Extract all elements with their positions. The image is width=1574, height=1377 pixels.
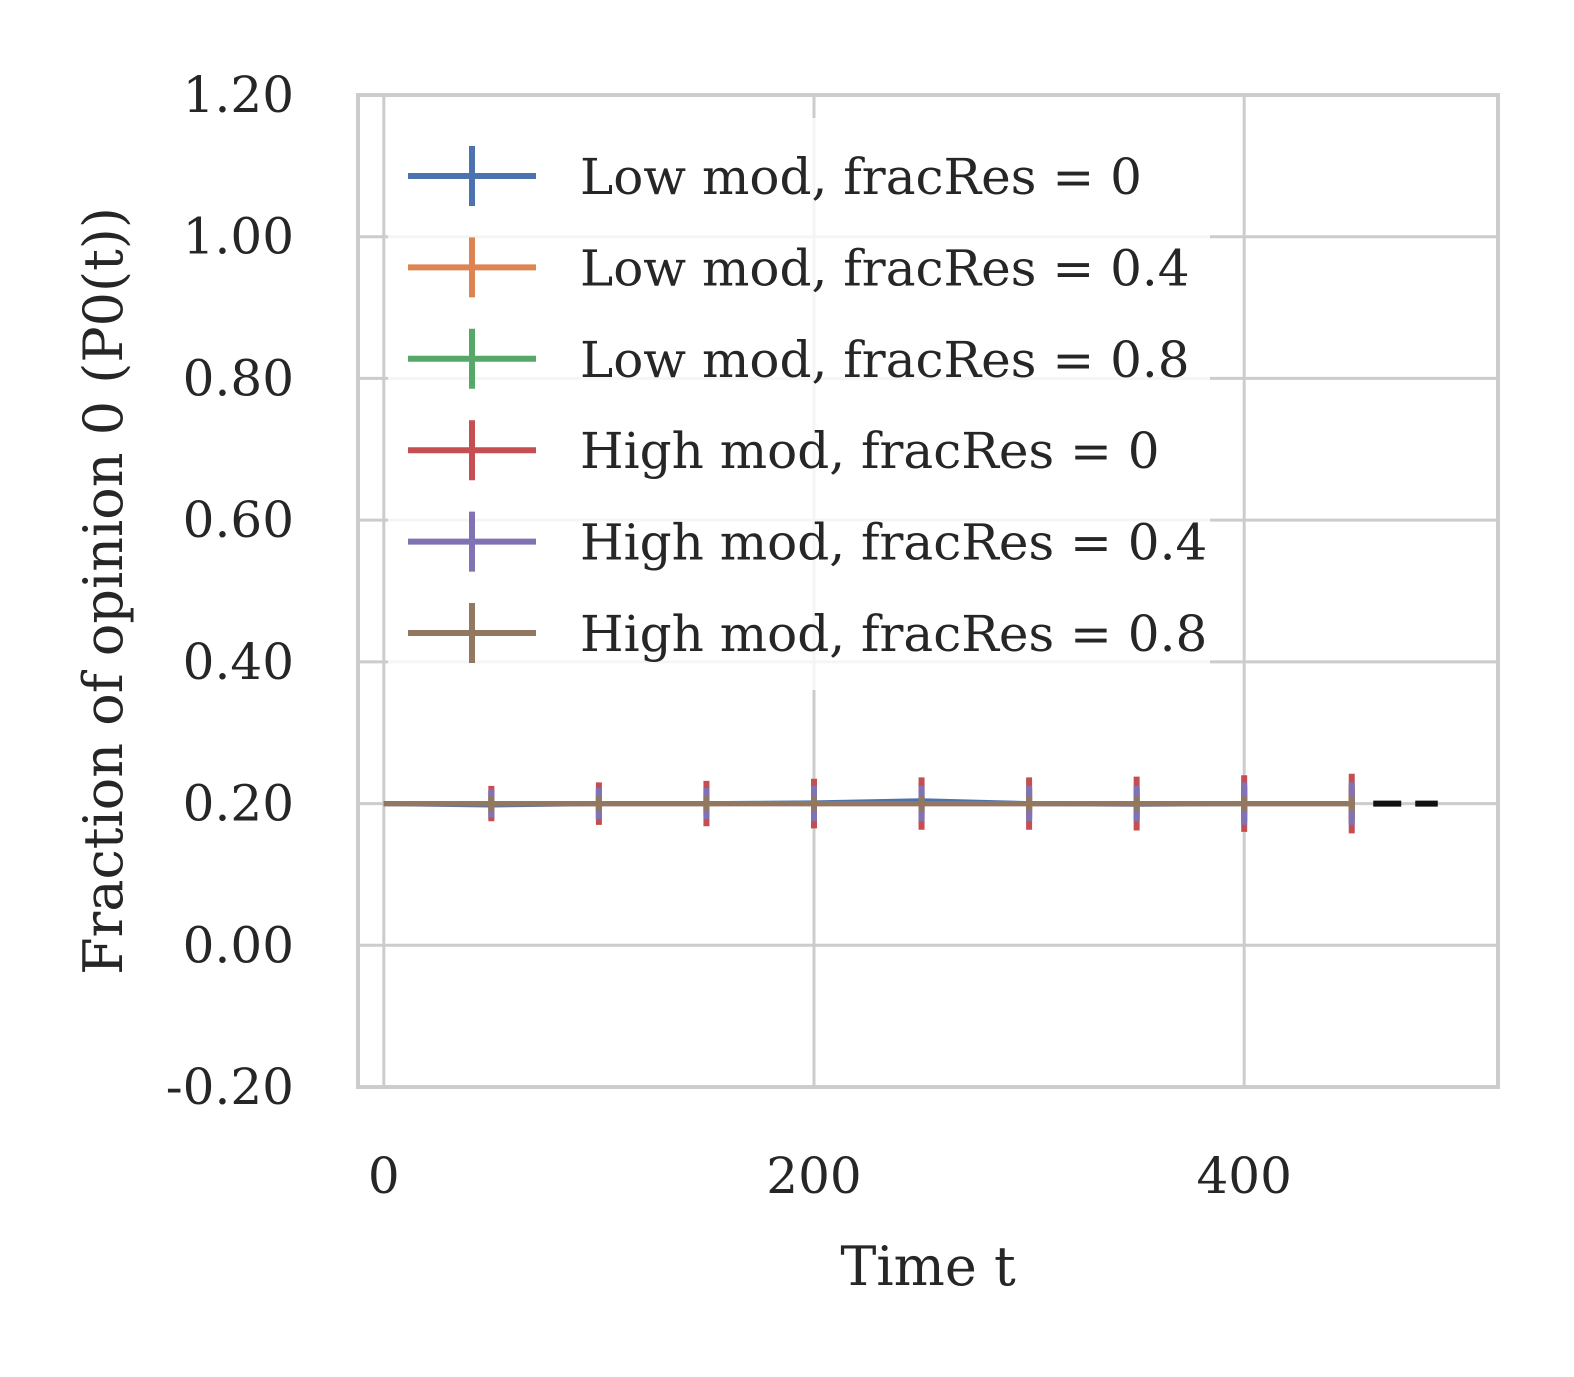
y-tick-label: 0.60 (183, 491, 294, 549)
plot-area (383, 773, 1438, 834)
x-tick-label: 0 (368, 1147, 400, 1205)
plot-frame (356, 93, 1500, 1089)
x-axis-label: Time t (840, 1235, 1016, 1298)
legend-entry: Low mod, fracRes = 0.8 (408, 328, 1190, 389)
x-tick-label: 400 (1196, 1147, 1291, 1205)
y-tick-label: 0.80 (183, 349, 294, 407)
y-tick-label: 0.40 (183, 633, 294, 691)
y-tick-label: 0.00 (183, 916, 294, 974)
legend: Low mod, fracRes = 0 Low mod, fracRes = 0… (388, 118, 1210, 690)
legend-label: High mod, fracRes = 0.8 (580, 605, 1207, 663)
legend-entry: Low mod, fracRes = 0.4 (408, 237, 1190, 298)
legend-entry: High mod, fracRes = 0.8 (408, 603, 1207, 663)
legend-label: Low mod, fracRes = 0.4 (580, 239, 1190, 297)
legend-label: High mod, fracRes = 0.4 (580, 514, 1207, 572)
legend-entry: High mod, fracRes = 0 (408, 420, 1160, 481)
y-tick-label: 1.20 (183, 66, 294, 124)
legend-entry: High mod, fracRes = 0.4 (408, 511, 1207, 572)
legend-entry: Low mod, fracRes = 0 (408, 146, 1142, 206)
y-tick-label: 1.00 (183, 208, 294, 266)
legend-box (388, 118, 1210, 690)
legend-label: Low mod, fracRes = 0.8 (580, 331, 1190, 389)
x-tick-label: 200 (766, 1147, 861, 1205)
series-6 (383, 796, 1355, 811)
tick-labels: -0.20 0.00 0.20 0.40 0.60 0.80 1.00 1.20 0 200 400 (166, 66, 1292, 1205)
legend-label: Low mod, fracRes = 0 (580, 148, 1142, 206)
legend-label: High mod, fracRes = 0 (580, 422, 1160, 480)
y-axis-label: Fraction of opinion 0 (P0(t)) (72, 207, 135, 975)
y-tick-label: 0.20 (183, 775, 294, 833)
y-tick-label: -0.20 (166, 1058, 294, 1116)
